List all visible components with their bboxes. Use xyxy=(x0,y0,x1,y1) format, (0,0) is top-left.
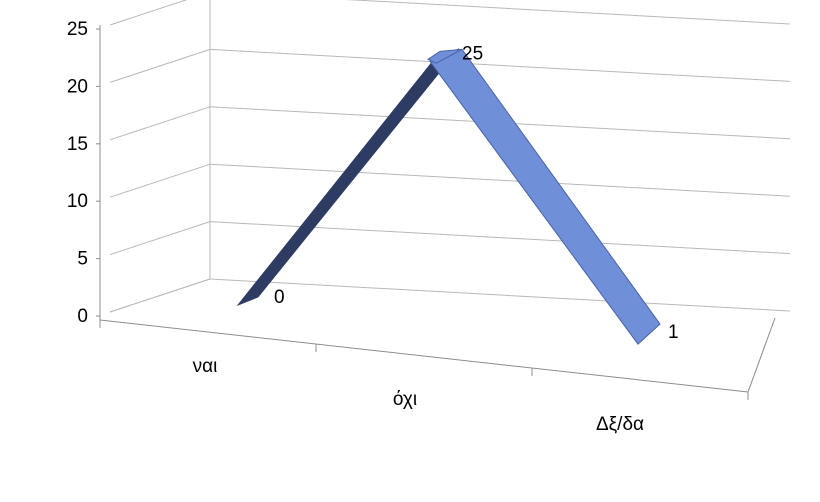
data-labels: 0 25 1 xyxy=(274,43,679,343)
floor-left-edge xyxy=(109,278,211,313)
gridline-back-20 xyxy=(209,48,791,82)
data-series-ribbon xyxy=(236,48,661,345)
x-tick-label-1: όχι xyxy=(393,389,417,410)
x-axis-tick-labels: ναι όχι Δξ/δα xyxy=(193,356,644,435)
data-label-1: 25 xyxy=(462,43,483,64)
y-tick-label-25: 25 xyxy=(67,19,88,40)
data-label-2: 1 xyxy=(668,322,679,343)
ribbon-segment-1-2 xyxy=(429,48,661,345)
gridline-side-25 xyxy=(109,0,188,26)
y-tick-label-15: 15 xyxy=(67,134,88,155)
gridline-side-15 xyxy=(109,106,211,141)
gridline-back-0 xyxy=(209,278,791,312)
y-tick-label-5: 5 xyxy=(77,249,88,270)
y-axis-tick-labels: 0 5 10 15 20 25 xyxy=(67,19,88,327)
ribbon-segment-0-1 xyxy=(236,48,460,307)
data-label-0: 0 xyxy=(274,287,285,308)
y-tick-label-20: 20 xyxy=(67,76,88,97)
ribbon-peak-cap xyxy=(427,48,463,64)
x-axis-line xyxy=(99,319,749,393)
gridline-back-10 xyxy=(209,163,791,197)
x-tick-label-2: Δξ/δα xyxy=(596,414,644,435)
gridlines xyxy=(109,0,791,313)
gridline-side-20 xyxy=(109,48,211,83)
floor-right-edge xyxy=(747,317,776,393)
y-tick-label-10: 10 xyxy=(67,191,88,212)
gridline-side-5 xyxy=(109,221,211,256)
y-tick-label-0: 0 xyxy=(77,306,88,327)
gridline-back-25 xyxy=(345,0,791,25)
x-tick-label-0: ναι xyxy=(193,356,218,377)
gridline-side-10 xyxy=(109,163,211,198)
chart-axes xyxy=(96,0,776,400)
